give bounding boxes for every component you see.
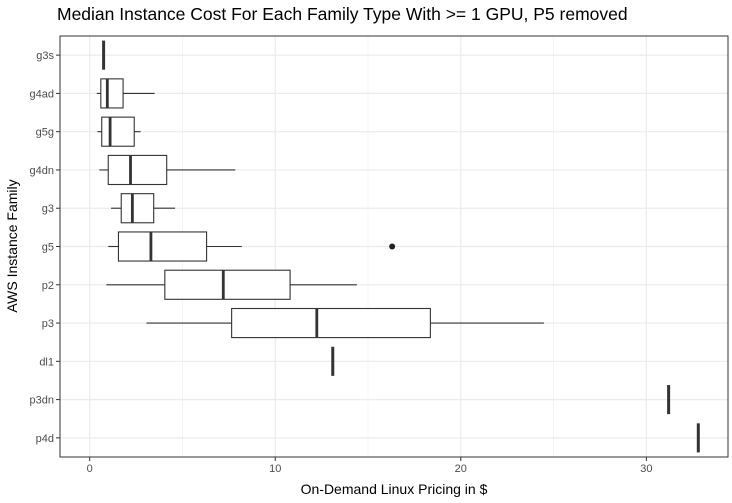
- x-tick-label: 20: [455, 463, 467, 475]
- y-tick-label: g3s: [36, 50, 54, 62]
- chart-title: Median Instance Cost For Each Family Typ…: [57, 4, 628, 24]
- iqr-box: [101, 116, 135, 147]
- box-g3: [111, 193, 176, 224]
- box-g5: [108, 231, 396, 262]
- outlier-point: [389, 243, 396, 250]
- axes: 0 10 20 30 g3s g4ad g5g g4dn g3 g5 p2 p3 dl1 p3dn p4d: [30, 50, 653, 475]
- iqr-box: [164, 269, 291, 300]
- y-tick-label: dl1: [39, 356, 54, 368]
- box-p2: [106, 269, 357, 300]
- y-tick-label: g4dn: [30, 165, 54, 177]
- box-g4dn: [99, 154, 236, 186]
- iqr-box: [107, 154, 168, 186]
- y-tick-label: g3: [42, 203, 54, 215]
- x-tick-label: 30: [640, 463, 652, 475]
- box-p3: [146, 307, 544, 339]
- y-tick-label: p2: [42, 280, 54, 292]
- boxes: [96, 40, 700, 453]
- y-tick-label: g5: [42, 242, 54, 254]
- y-tick-label: g5g: [36, 127, 54, 139]
- y-axis-title: AWS Instance Family: [4, 179, 20, 312]
- x-tick-label: 10: [269, 463, 281, 475]
- iqr-box: [100, 78, 124, 109]
- iqr-box: [117, 231, 208, 262]
- y-tick-label: p3: [42, 318, 54, 330]
- x-axis-title: On-Demand Linux Pricing in $: [301, 481, 488, 497]
- iqr-box: [120, 193, 155, 224]
- box-g5g: [97, 116, 141, 147]
- box-g4ad: [96, 78, 155, 109]
- y-tick-label: p4d: [36, 433, 54, 445]
- y-tick-label: p3dn: [30, 395, 54, 407]
- iqr-box: [231, 307, 431, 339]
- x-tick-label: 0: [87, 463, 93, 475]
- y-tick-label: g4ad: [30, 88, 54, 100]
